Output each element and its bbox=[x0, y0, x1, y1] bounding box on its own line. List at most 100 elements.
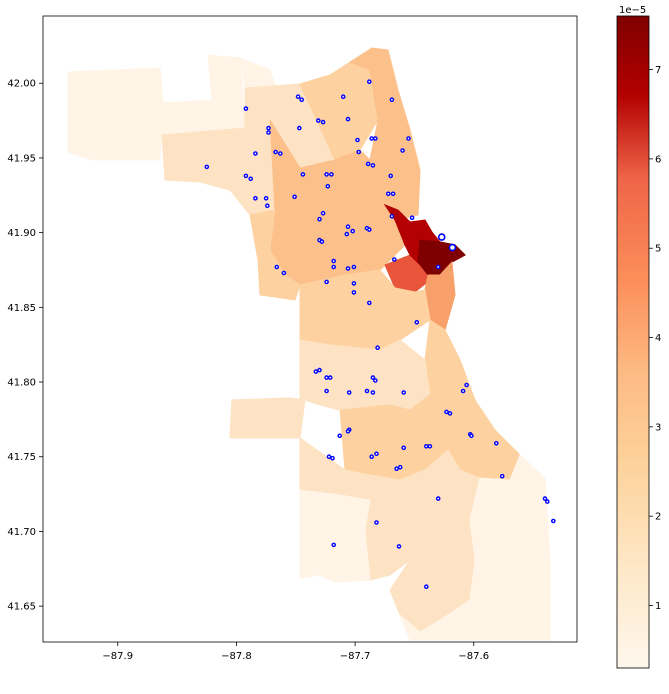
far-northwest-region bbox=[159, 54, 246, 136]
station-point bbox=[366, 300, 372, 306]
beverly-region bbox=[299, 489, 371, 583]
colorbar-tick-label: 6 bbox=[655, 154, 661, 165]
station-point bbox=[390, 191, 396, 197]
station-point bbox=[324, 375, 329, 380]
station-point bbox=[292, 194, 297, 200]
station-point bbox=[313, 369, 319, 374]
y-tick-label: 41.95 bbox=[7, 153, 36, 164]
station-point bbox=[435, 496, 441, 501]
colorbar-exponent-label: 1e−5 bbox=[619, 5, 646, 16]
x-tick-label: −87.6 bbox=[458, 651, 489, 662]
station-point bbox=[375, 345, 380, 351]
station-point bbox=[320, 119, 326, 125]
station-point bbox=[281, 270, 287, 276]
colorbar-tick-label: 5 bbox=[655, 244, 661, 255]
station-point bbox=[372, 136, 378, 141]
station-point bbox=[350, 228, 356, 234]
station-point bbox=[447, 411, 453, 416]
y-tick-label: 41.65 bbox=[7, 602, 36, 613]
station-point bbox=[435, 264, 441, 270]
station-point bbox=[401, 390, 407, 395]
station-point bbox=[253, 151, 258, 156]
colorbar-ticks: 1 2 3 4 5 6 7 bbox=[649, 65, 661, 612]
station-point bbox=[356, 149, 362, 155]
station-point bbox=[331, 542, 337, 548]
station-point-highlight bbox=[448, 243, 457, 252]
station-point bbox=[414, 319, 420, 325]
colorbar-tick-label: 2 bbox=[655, 512, 661, 523]
station-point bbox=[296, 125, 302, 131]
station-point bbox=[542, 496, 548, 501]
garfield-ridge-region bbox=[229, 397, 306, 439]
station-point bbox=[326, 454, 332, 460]
x-tick-label: −87.8 bbox=[221, 651, 252, 662]
station-point bbox=[545, 499, 550, 504]
station-point bbox=[273, 149, 278, 155]
edison-park-region bbox=[239, 57, 276, 89]
station-point bbox=[427, 443, 433, 449]
station-point bbox=[324, 172, 329, 177]
station-point bbox=[204, 164, 210, 170]
station-point bbox=[400, 148, 405, 153]
station-point bbox=[370, 390, 376, 395]
station-point bbox=[366, 227, 372, 232]
station-point bbox=[243, 173, 249, 179]
loop-region bbox=[417, 239, 466, 276]
ohare-region bbox=[67, 67, 164, 161]
y-axis: 41.65 41.70 41.75 41.80 41.85 41.90 41.95 42.00 bbox=[7, 79, 43, 613]
station-point bbox=[331, 258, 337, 264]
station-point bbox=[330, 455, 335, 461]
station-point bbox=[469, 433, 474, 439]
x-tick-label: −87.9 bbox=[102, 651, 133, 662]
station-point bbox=[396, 544, 402, 549]
y-tick-label: 41.70 bbox=[7, 527, 36, 538]
station-point bbox=[409, 215, 415, 220]
station-point bbox=[345, 224, 351, 229]
x-tick-label: −87.7 bbox=[340, 651, 371, 662]
station-point bbox=[299, 97, 305, 102]
station-points bbox=[204, 79, 556, 590]
station-point bbox=[401, 445, 407, 451]
station-point bbox=[300, 172, 306, 177]
station-point bbox=[329, 172, 334, 177]
station-point bbox=[345, 266, 351, 271]
station-point bbox=[315, 118, 321, 123]
riverdale-region bbox=[399, 599, 471, 641]
station-point bbox=[266, 130, 271, 135]
colorbar-tick-label: 4 bbox=[655, 333, 661, 344]
station-point bbox=[394, 466, 399, 472]
station-point bbox=[493, 440, 499, 446]
colorbar-tick-label: 3 bbox=[655, 422, 661, 433]
station-point bbox=[264, 203, 270, 208]
station-point bbox=[366, 79, 372, 84]
station-point bbox=[324, 279, 329, 285]
station-point bbox=[369, 136, 375, 141]
station-point bbox=[444, 409, 449, 415]
station-point bbox=[344, 231, 350, 237]
station-point bbox=[397, 464, 403, 470]
station-point bbox=[460, 388, 466, 394]
bronzeville-region bbox=[424, 319, 476, 406]
station-point bbox=[277, 151, 283, 156]
y-tick-label: 41.90 bbox=[7, 228, 36, 239]
station-point bbox=[253, 195, 258, 201]
station-point bbox=[345, 116, 351, 122]
station-point bbox=[317, 367, 322, 373]
x-axis: −87.9 −87.8 −87.7 −87.6 bbox=[102, 642, 489, 662]
station-point bbox=[351, 281, 357, 286]
station-point bbox=[423, 584, 429, 590]
station-point bbox=[327, 375, 333, 380]
station-point bbox=[499, 473, 505, 479]
station-point bbox=[372, 378, 378, 383]
colorbar-tick-label: 7 bbox=[655, 65, 661, 76]
station-point bbox=[370, 163, 376, 168]
station-point bbox=[374, 451, 379, 457]
station-point bbox=[423, 443, 429, 449]
station-point bbox=[391, 257, 397, 262]
station-point bbox=[351, 264, 357, 270]
station-point bbox=[389, 213, 395, 219]
station-point bbox=[346, 390, 352, 395]
colorbar-tick-label: 1 bbox=[655, 601, 661, 612]
station-point bbox=[320, 210, 326, 216]
